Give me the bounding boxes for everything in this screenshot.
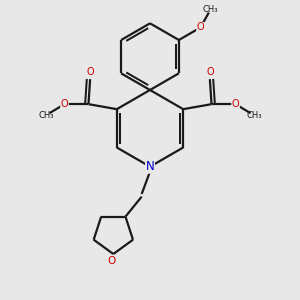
- Text: O: O: [206, 67, 214, 77]
- Text: O: O: [232, 99, 239, 109]
- Text: CH₃: CH₃: [246, 111, 262, 120]
- Text: CH₃: CH₃: [203, 5, 218, 14]
- Text: CH₃: CH₃: [38, 111, 54, 120]
- Text: O: O: [86, 67, 94, 77]
- Text: N: N: [146, 160, 154, 173]
- Text: O: O: [197, 22, 204, 32]
- Text: O: O: [107, 256, 116, 266]
- Text: O: O: [61, 99, 68, 109]
